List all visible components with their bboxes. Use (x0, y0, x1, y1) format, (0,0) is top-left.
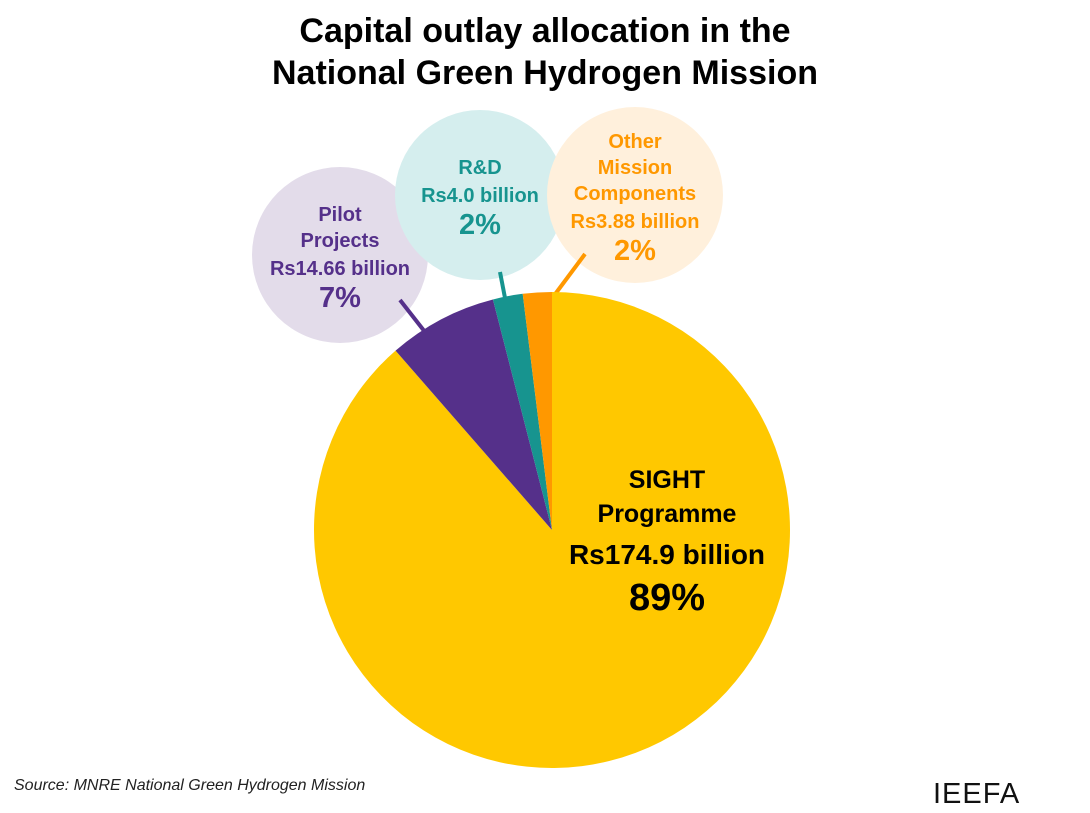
label-bubble-1 (252, 167, 428, 343)
leader-line-1 (398, 298, 427, 334)
pie-slice-1 (395, 299, 552, 530)
value-label-2: Rs4.0 billion (421, 185, 539, 207)
name-label-0-0: SIGHT (629, 466, 705, 494)
labels: SIGHT Programme Rs174.9 billion 89% Pilot Pro… (270, 131, 765, 619)
title-line-1: Capital outlay allocation in the (299, 12, 791, 50)
chart-title: Capital outlay allocation in the Nationa… (0, 10, 1090, 94)
ieefa-logo: IEEFA (933, 778, 1021, 810)
name-label-3-1: Mission (598, 157, 672, 179)
title-line-2: National Green Hydrogen Mission (272, 54, 818, 92)
leader-line-3 (551, 252, 587, 299)
percent-label-0: 89% (629, 577, 705, 619)
pie-slices (314, 292, 791, 769)
bubbles (252, 107, 723, 343)
name-label-3-2: Components (574, 183, 696, 205)
percent-label-3: 2% (614, 235, 656, 267)
percent-label-2: 2% (459, 209, 501, 241)
label-bubble-2 (395, 110, 565, 280)
name-label-2-0: R&D (458, 157, 501, 179)
label-bubble-3 (547, 107, 723, 283)
pie-slice-3 (522, 292, 552, 530)
name-label-3-0: Other (608, 131, 662, 153)
name-label-1-0: Pilot (318, 204, 362, 226)
value-label-0: Rs174.9 billion (569, 539, 765, 570)
leader-line-2 (498, 271, 507, 299)
value-label-1: Rs14.66 billion (270, 258, 410, 280)
pie-slice-2 (492, 293, 552, 530)
value-label-3: Rs3.88 billion (571, 211, 700, 233)
name-label-1-1: Projects (301, 230, 380, 252)
name-label-0-1: Programme (598, 500, 737, 528)
percent-label-1: 7% (319, 282, 361, 314)
source-note: Source: MNRE National Green Hydrogen Mis… (14, 777, 366, 794)
